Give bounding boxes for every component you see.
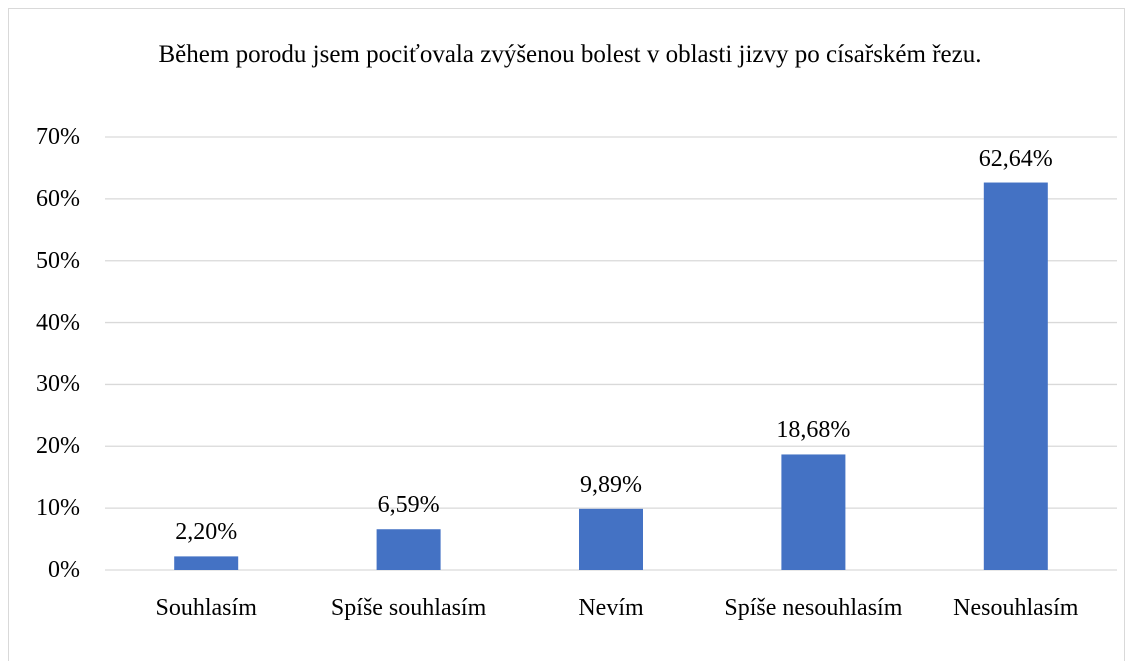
bar bbox=[174, 556, 239, 570]
y-tick-label: 40% bbox=[36, 309, 80, 336]
y-tick-label: 50% bbox=[36, 247, 80, 274]
y-tick-label: 0% bbox=[48, 557, 80, 583]
bar bbox=[376, 529, 441, 570]
y-tick-label: 60% bbox=[36, 185, 80, 212]
x-tick-label: Souhlasím bbox=[155, 595, 257, 621]
chart-title: Během porodu jsem pociťovala zvýšenou bo… bbox=[158, 41, 982, 68]
value-label: 9,89% bbox=[580, 471, 642, 498]
value-label: 6,59% bbox=[377, 492, 440, 519]
chart-border bbox=[8, 8, 1125, 661]
x-tick-label: Nesouhlasím bbox=[953, 595, 1079, 621]
value-label: 18,68% bbox=[776, 417, 851, 444]
value-label: 62,64% bbox=[978, 145, 1053, 172]
y-tick-label: 30% bbox=[36, 371, 80, 398]
bar bbox=[579, 508, 643, 570]
x-tick-label: Spíše souhlasím bbox=[330, 595, 487, 621]
bar bbox=[781, 454, 846, 570]
y-tick-label: 20% bbox=[36, 433, 80, 460]
bar bbox=[983, 182, 1048, 570]
value-label: 2,20% bbox=[175, 519, 238, 546]
y-tick-label: 10% bbox=[36, 495, 80, 522]
y-tick-label: 70% bbox=[36, 124, 80, 150]
x-tick-label: Spíše nesouhlasím bbox=[724, 595, 903, 621]
x-tick-label: Nevím bbox=[578, 595, 644, 621]
